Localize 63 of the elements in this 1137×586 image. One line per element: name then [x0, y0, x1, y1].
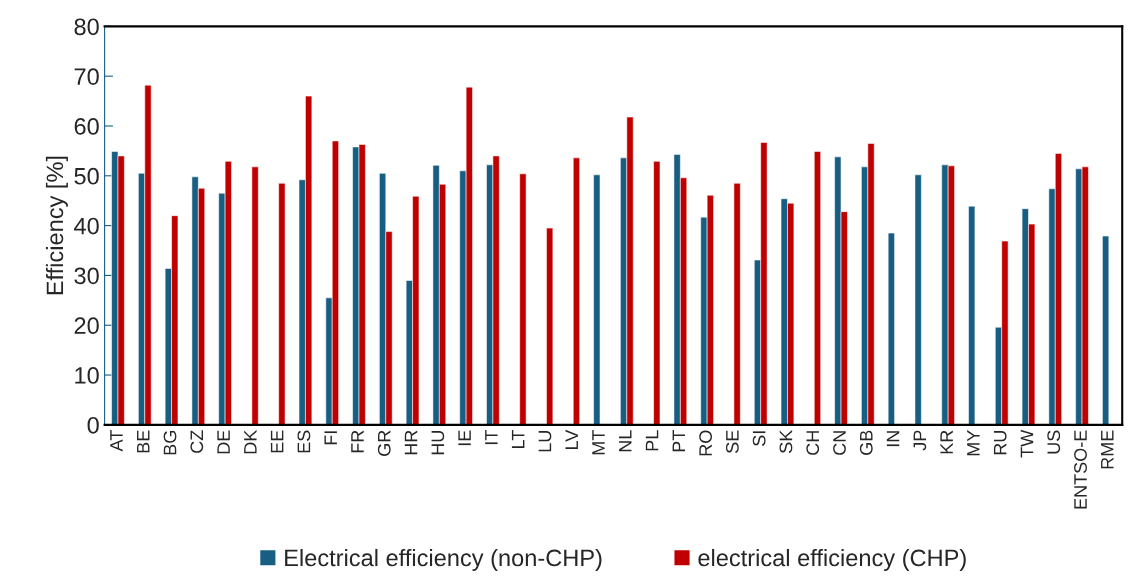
x-tick-label: MT — [592, 430, 605, 455]
bar — [653, 161, 661, 425]
bar — [1102, 235, 1110, 425]
legend-label: Electrical efficiency (non-CHP) — [285, 548, 602, 571]
x-tick-label: US — [1047, 430, 1061, 454]
x-tick-label: PL — [645, 430, 659, 451]
x-tick-label: AT — [110, 430, 123, 452]
x-tick-label: RO — [699, 430, 712, 456]
bar — [546, 227, 554, 425]
legend-label: electrical efficiency (CHP) — [698, 548, 966, 571]
x-tick-label: KR — [940, 430, 953, 454]
bar — [887, 232, 895, 425]
x-tick-label: IE — [458, 430, 471, 446]
y-tick-label: 80 — [74, 18, 99, 36]
y-axis-title: Efficiency [%] — [45, 156, 68, 295]
x-tick-label: CH — [806, 431, 820, 455]
bar — [968, 205, 976, 425]
y-tick-label: 30 — [74, 267, 99, 285]
x-tick-label: BE — [137, 430, 150, 453]
x-tick-label: HR — [404, 430, 418, 455]
bar — [251, 166, 259, 425]
x-tick-label: SI — [752, 431, 766, 446]
bar — [914, 174, 922, 425]
y-tick-label: 50 — [74, 167, 99, 185]
x-tick-label: IN — [886, 431, 900, 447]
x-tick-label: CN — [833, 431, 846, 455]
bar — [519, 173, 527, 425]
x-tick-label: LU — [538, 431, 552, 452]
x-tick-label: ENTSO-E — [1074, 430, 1087, 509]
bar — [813, 151, 821, 425]
x-tick-label: DE — [217, 430, 230, 454]
y-tick-label: 20 — [74, 317, 99, 335]
x-tick-label: LT — [511, 430, 525, 448]
bar — [278, 182, 286, 425]
y-tick-label: 40 — [74, 217, 99, 235]
x-tick-label: NL — [619, 430, 632, 452]
x-tick-label: FI — [324, 431, 337, 445]
x-tick-label: SK — [779, 429, 793, 453]
x-tick-label: CZ — [190, 430, 204, 453]
bar — [572, 157, 580, 425]
x-tick-label: LV — [565, 429, 578, 449]
x-tick-label: EE — [270, 430, 284, 453]
x-tick-label: ES — [297, 430, 311, 453]
bar — [593, 174, 601, 425]
x-tick-label: FR — [351, 430, 364, 453]
y-tick-label: 0 — [87, 416, 99, 434]
y-tick-label: 10 — [75, 367, 99, 384]
y-tick-label: 60 — [74, 118, 99, 135]
x-tick-label: GB — [859, 430, 873, 455]
x-tick-label: GR — [377, 430, 391, 456]
x-tick-label: RU — [993, 431, 1007, 455]
x-tick-label: BG — [163, 431, 177, 455]
bar — [733, 182, 741, 425]
x-tick-label: TW — [1020, 429, 1034, 458]
x-tick-label: JP — [913, 430, 927, 451]
y-tick-label: 70 — [74, 68, 99, 85]
x-tick-label: MY — [967, 430, 980, 456]
x-tick-label: IT — [485, 430, 498, 445]
x-tick-label: SE — [725, 430, 739, 453]
x-tick-label: HU — [431, 431, 445, 455]
x-tick-label: DK — [244, 429, 257, 454]
x-tick-label: PT — [672, 430, 686, 452]
x-tick-label: RME — [1101, 430, 1114, 469]
